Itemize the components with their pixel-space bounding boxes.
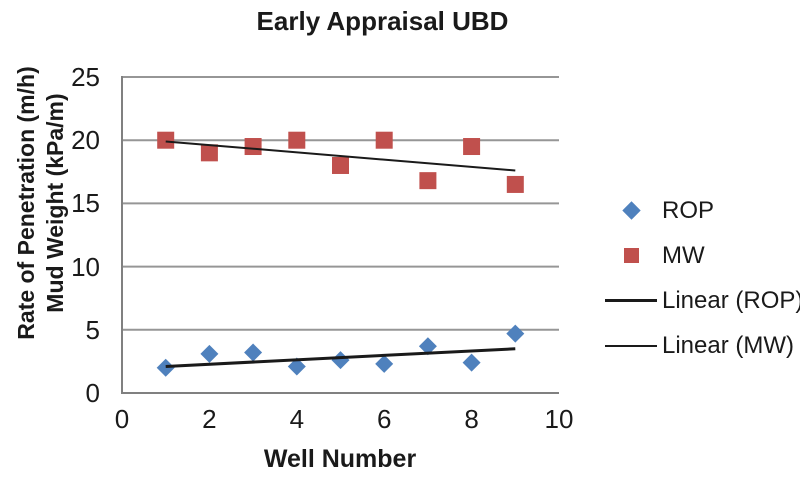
x-tick-label-4: 4 bbox=[289, 404, 305, 434]
x-axis-title: Well Number bbox=[263, 445, 417, 473]
chart-title: Early Appraisal UBD bbox=[256, 6, 509, 36]
mw-point-well-8 bbox=[463, 138, 481, 156]
trendline-mw bbox=[165, 140, 516, 172]
mw-point-well-9 bbox=[506, 175, 524, 193]
x-tick-label-10: 10 bbox=[544, 404, 574, 434]
legend-label-mw: MW bbox=[662, 241, 705, 269]
legend-label-linear-mw: Linear (MW) bbox=[662, 331, 795, 359]
rop-point-well-5 bbox=[331, 351, 350, 370]
linear-mw-line-icon bbox=[605, 344, 657, 347]
x-tick-label-6: 6 bbox=[376, 404, 392, 434]
mw-point-well-3 bbox=[244, 138, 262, 156]
legend-item-rop: ROP bbox=[600, 188, 795, 233]
mw-point-well-7 bbox=[419, 172, 437, 190]
y-tick-label-0: 0 bbox=[85, 378, 100, 408]
rop-point-well-2 bbox=[200, 344, 219, 363]
mw-point-well-6 bbox=[375, 131, 393, 149]
legend: ROP MW Linear (ROP) Linear (MW) bbox=[600, 188, 800, 368]
rop-point-well-8 bbox=[462, 353, 481, 372]
y-tick-label-20: 20 bbox=[71, 125, 100, 156]
y-tick-label-25: 25 bbox=[71, 62, 100, 92]
x-tick-label-0: 0 bbox=[114, 404, 130, 434]
mw-point-well-2 bbox=[200, 144, 218, 162]
legend-label-linear-rop: Linear (ROP) bbox=[662, 286, 800, 314]
x-tick-label-8: 8 bbox=[464, 404, 479, 434]
legend-label-rop: ROP bbox=[662, 196, 715, 224]
rop-diamond-icon bbox=[621, 201, 641, 220]
rop-point-well-4 bbox=[287, 357, 306, 376]
rop-point-well-1 bbox=[156, 358, 175, 377]
rop-point-well-3 bbox=[244, 343, 263, 362]
y-tick-label-5: 5 bbox=[85, 314, 100, 345]
x-tick-label-2: 2 bbox=[202, 404, 217, 434]
legend-item-linear-mw: Linear (MW) bbox=[600, 323, 795, 368]
legend-item-linear-rop: Linear (ROP) bbox=[600, 278, 800, 323]
rop-point-well-9 bbox=[506, 324, 525, 343]
rop-point-well-7 bbox=[418, 337, 437, 356]
y-tick-label-10: 10 bbox=[71, 251, 100, 282]
y-tick-label-15: 15 bbox=[71, 188, 100, 219]
linear-rop-line-icon bbox=[605, 299, 657, 302]
mw-square-icon bbox=[623, 248, 639, 263]
mw-point-well-5 bbox=[332, 156, 349, 174]
rop-point-well-6 bbox=[375, 354, 394, 373]
legend-item-mw: MW bbox=[600, 233, 795, 278]
mw-point-well-1 bbox=[157, 131, 175, 149]
mw-point-well-4 bbox=[288, 131, 306, 149]
trendline-rop bbox=[165, 347, 516, 368]
